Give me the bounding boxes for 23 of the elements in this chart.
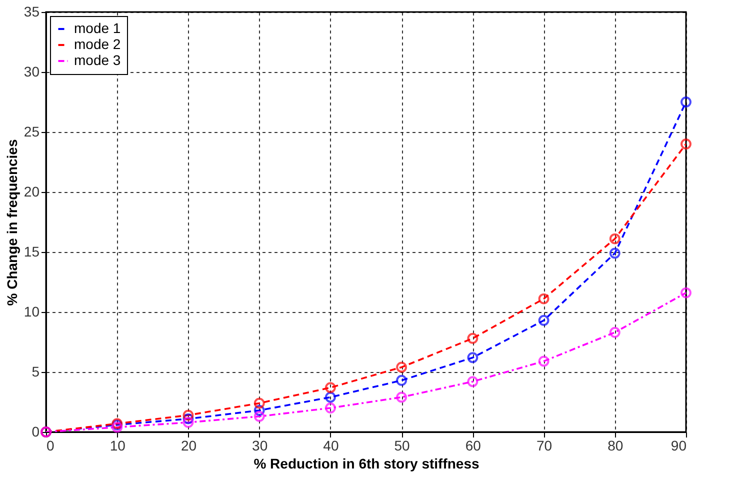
x-tick-label: 0 (46, 438, 54, 454)
y-axis-title: % Change in frequencies (4, 139, 20, 306)
y-tick-label: 15 (24, 244, 40, 260)
y-tick-label: 30 (24, 64, 40, 80)
x-tick-label: 60 (465, 438, 482, 454)
x-tick-label: 90 (670, 438, 687, 454)
y-tick-label: 20 (24, 184, 40, 200)
y-tick-label: 35 (24, 4, 40, 20)
x-tick-label: 20 (180, 438, 197, 454)
x-axis-title: % Reduction in 6th story stiffness (254, 456, 480, 472)
x-tick-label: 40 (323, 438, 339, 454)
y-tick-label: 5 (32, 364, 40, 380)
y-tick-label: 10 (24, 304, 40, 320)
x-tick-label: 80 (608, 438, 624, 454)
legend-label: mode 3 (74, 52, 121, 68)
y-tick-label: 0 (32, 424, 40, 440)
legend-label: mode 2 (74, 36, 121, 52)
x-tick-label: 10 (110, 438, 126, 454)
x-tick-label: 70 (536, 438, 552, 454)
legend-label: mode 1 (74, 20, 121, 36)
x-tick-label: 30 (252, 438, 268, 454)
x-tick-label: 50 (394, 438, 410, 454)
y-tick-label: 25 (24, 124, 40, 140)
